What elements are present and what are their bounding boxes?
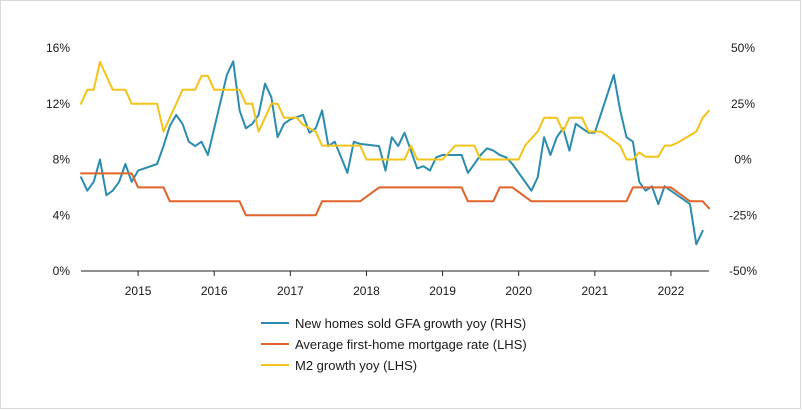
y-right-tick-label: -25% — [729, 208, 757, 222]
y-right-tick-label: -50% — [729, 264, 757, 278]
series-lines — [80, 60, 710, 246]
y-left-tick-label: 0% — [53, 264, 71, 278]
y-right-tick-label: 25% — [731, 97, 755, 111]
x-tick-label: 2018 — [353, 284, 380, 298]
x-tick-label: 2021 — [581, 284, 608, 298]
x-tick-label: 2022 — [658, 284, 685, 298]
x-tick-label: 2020 — [505, 284, 532, 298]
series-line-2 — [80, 60, 710, 161]
legend-label: New homes sold GFA growth yoy (RHS) — [295, 316, 526, 331]
y-right-tick-label: 50% — [731, 41, 755, 55]
y-left-tick-label: 8% — [53, 153, 71, 167]
y-left-tick-label: 12% — [46, 97, 70, 111]
y-left-tick-label: 16% — [46, 41, 70, 55]
legend: New homes sold GFA growth yoy (RHS) Avera… — [261, 316, 527, 373]
series-line-0 — [80, 60, 704, 246]
series-line-1 — [80, 172, 710, 217]
x-tick-label: 2016 — [201, 284, 228, 298]
y-left-tick-label: 4% — [53, 208, 71, 222]
x-tick-label: 2017 — [277, 284, 304, 298]
axes: 2015 2016 2017 2018 2019 2020 2021 2022 0% 4% 8% 12… — [46, 41, 757, 298]
y-right-tick-label: 0% — [734, 153, 752, 167]
legend-label: Average first-home mortgage rate (LHS) — [295, 337, 527, 352]
legend-label: M2 growth yoy (LHS) — [295, 358, 417, 373]
x-tick-label: 2015 — [125, 284, 152, 298]
x-tick-label: 2019 — [429, 284, 456, 298]
